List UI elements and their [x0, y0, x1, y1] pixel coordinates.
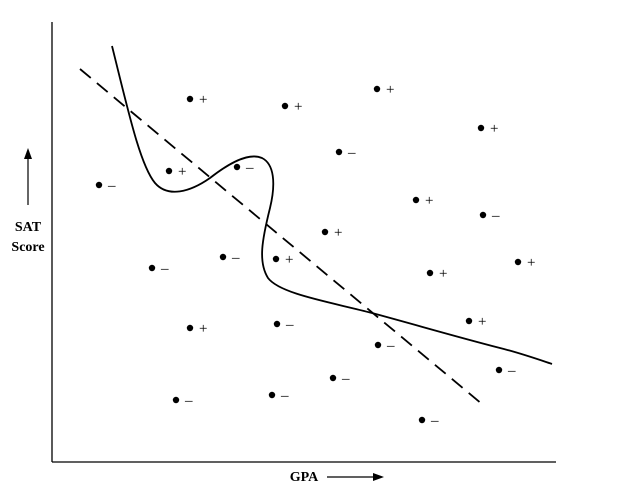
point-dot: [335, 148, 343, 156]
y-axis-arrow-head: [24, 148, 32, 159]
point-dot: [477, 124, 485, 132]
point-dot: [95, 181, 103, 189]
point-dot: [373, 85, 381, 93]
negative-point: –: [374, 338, 395, 354]
positive-point: +: [477, 121, 498, 137]
x-axis-label: GPA: [290, 470, 319, 485]
negative-point: –: [329, 371, 350, 387]
point-dot: [321, 228, 329, 236]
point-dot: [186, 95, 194, 103]
minus-sign: –: [280, 388, 289, 404]
point-dot: [495, 366, 503, 374]
y-axis-label-line1: SAT: [15, 220, 42, 235]
negative-point: –: [335, 145, 356, 161]
data-points: + + + + – + – – + – + – – + + + + – + – – – – – –: [95, 82, 535, 429]
negative-point: –: [495, 363, 516, 379]
point-dot: [418, 416, 426, 424]
point-dot: [514, 258, 522, 266]
dashed-linear-boundary: [79, 68, 483, 405]
minus-sign: –: [347, 145, 356, 161]
y-axis-label-line2: Score: [11, 240, 44, 255]
negative-point: –: [268, 388, 289, 404]
plus-sign: +: [386, 82, 394, 98]
plus-sign: +: [285, 252, 293, 268]
point-dot: [412, 196, 420, 204]
minus-sign: –: [107, 178, 116, 194]
point-dot: [329, 374, 337, 382]
negative-point: –: [148, 261, 169, 277]
negative-point: –: [172, 393, 193, 409]
negative-point: –: [273, 317, 294, 333]
point-dot: [165, 167, 173, 175]
point-dot: [273, 320, 281, 328]
negative-point: –: [219, 250, 240, 266]
solid-nonlinear-boundary: [111, 45, 553, 365]
positive-point: +: [514, 255, 535, 271]
positive-point: +: [272, 252, 293, 268]
plus-sign: +: [199, 92, 207, 108]
plus-sign: +: [425, 193, 433, 209]
point-dot: [426, 269, 434, 277]
positive-point: +: [165, 164, 186, 180]
point-dot: [268, 391, 276, 399]
positive-point: +: [186, 92, 207, 108]
negative-point: –: [233, 160, 254, 176]
point-dot: [233, 163, 241, 171]
point-dot: [272, 255, 280, 263]
minus-sign: –: [184, 393, 193, 409]
minus-sign: –: [386, 338, 395, 354]
negative-point: –: [479, 208, 500, 224]
minus-sign: –: [341, 371, 350, 387]
positive-point: +: [412, 193, 433, 209]
point-dot: [465, 317, 473, 325]
minus-sign: –: [160, 261, 169, 277]
point-dot: [172, 396, 180, 404]
plus-sign: +: [490, 121, 498, 137]
point-dot: [374, 341, 382, 349]
point-dot: [148, 264, 156, 272]
positive-point: +: [321, 225, 342, 241]
minus-sign: –: [507, 363, 516, 379]
minus-sign: –: [491, 208, 500, 224]
positive-point: +: [373, 82, 394, 98]
point-dot: [281, 102, 289, 110]
plus-sign: +: [439, 266, 447, 282]
minus-sign: –: [245, 160, 254, 176]
minus-sign: –: [430, 413, 439, 429]
positive-point: +: [186, 321, 207, 337]
point-dot: [186, 324, 194, 332]
positive-point: +: [465, 314, 486, 330]
x-axis-arrow-head: [373, 473, 384, 481]
negative-point: –: [95, 178, 116, 194]
negative-point: –: [418, 413, 439, 429]
plus-sign: +: [178, 164, 186, 180]
minus-sign: –: [231, 250, 240, 266]
plus-sign: +: [294, 99, 302, 115]
minus-sign: –: [285, 317, 294, 333]
point-dot: [479, 211, 487, 219]
plus-sign: +: [527, 255, 535, 271]
plus-sign: +: [199, 321, 207, 337]
point-dot: [219, 253, 227, 261]
plus-sign: +: [334, 225, 342, 241]
positive-point: +: [281, 99, 302, 115]
positive-point: +: [426, 266, 447, 282]
plus-sign: +: [478, 314, 486, 330]
